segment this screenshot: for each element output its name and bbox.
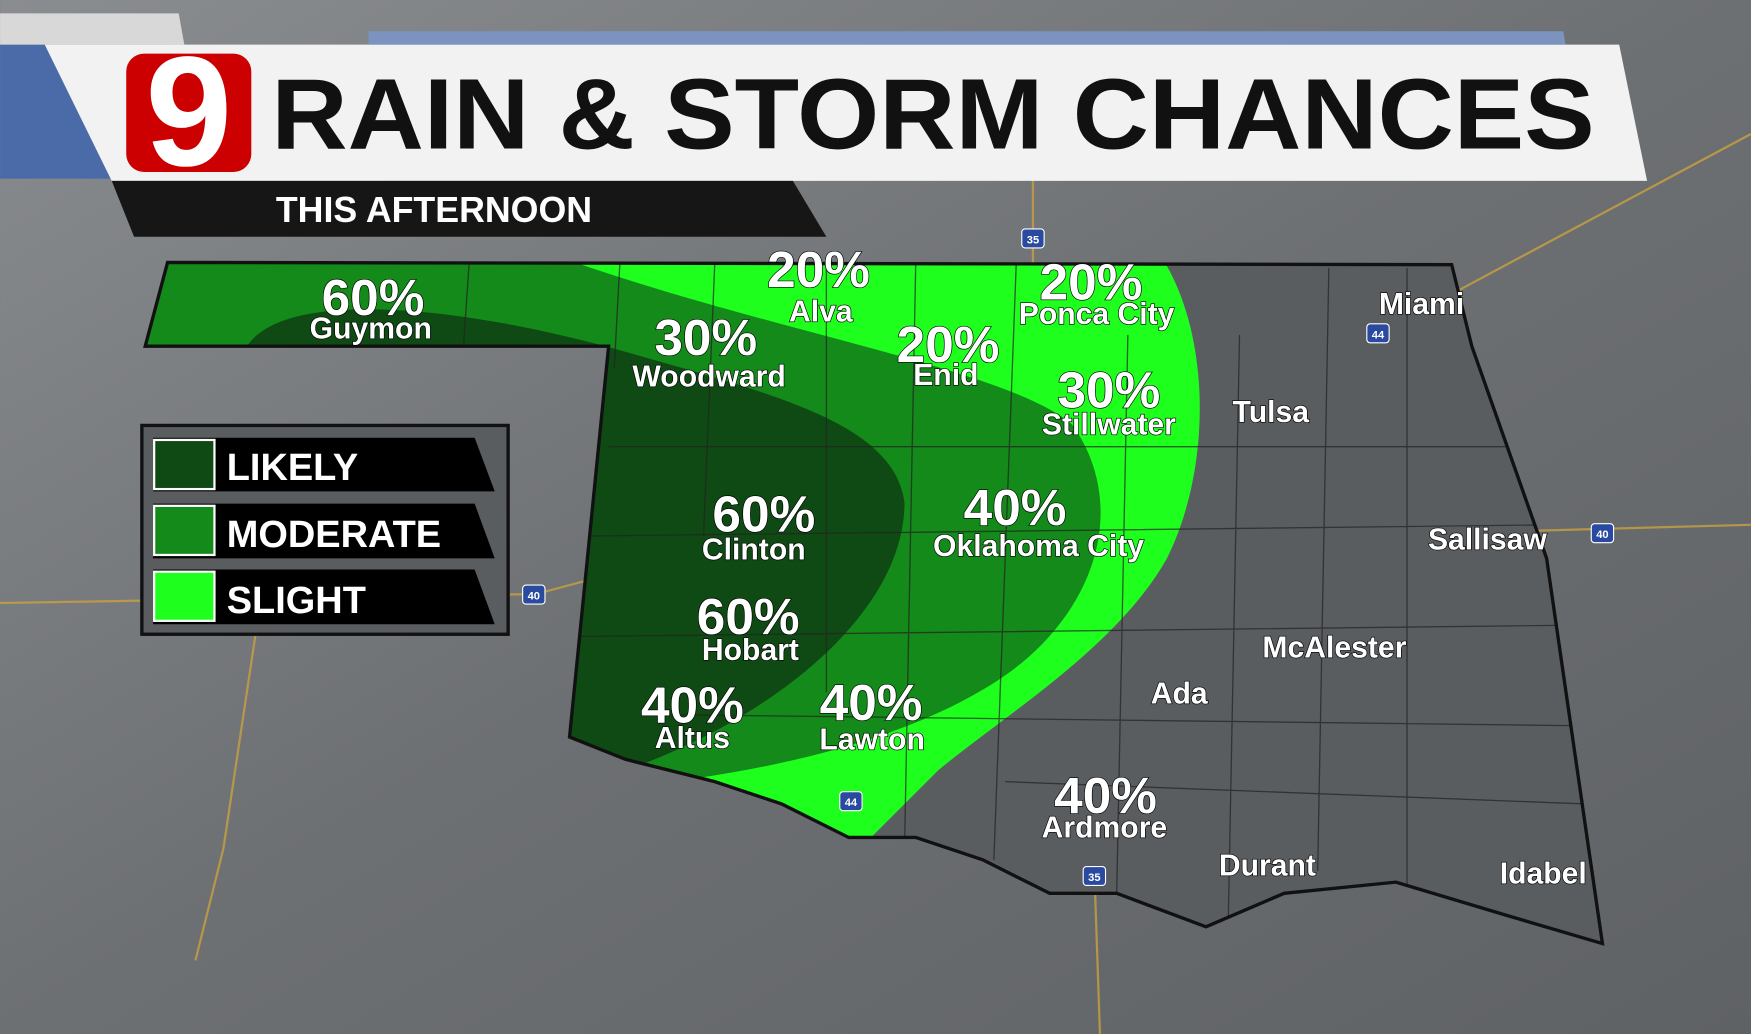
- city-alva: 20%Alva: [766, 240, 870, 329]
- page-title: RAIN & STORM CHANCES: [271, 59, 1594, 171]
- svg-text:40%: 40%: [641, 676, 744, 733]
- city-tulsa: Tulsa: [1233, 396, 1310, 429]
- city-hobart: 60%Hobart: [696, 588, 800, 668]
- svg-text:Ardmore: Ardmore: [1042, 811, 1168, 844]
- city-ada: Ada: [1151, 677, 1208, 710]
- svg-text:Hobart: Hobart: [702, 634, 799, 667]
- channel-9-logo: 9: [126, 24, 252, 199]
- svg-text:Guymon: Guymon: [310, 312, 432, 345]
- city-durant: Durant: [1219, 849, 1316, 882]
- svg-text:Enid: Enid: [913, 359, 978, 392]
- interstate-shield: 35: [1082, 865, 1107, 887]
- svg-text:20%: 20%: [767, 241, 870, 298]
- city-labels: Miami Tulsa Sallisaw McAlester Ada Duran…: [1150, 287, 1587, 891]
- interstate-shield: 40: [522, 584, 546, 605]
- svg-text:40: 40: [528, 591, 540, 603]
- legend-item-moderate: MODERATE: [153, 503, 495, 559]
- svg-text:40%: 40%: [964, 479, 1067, 536]
- city-clinton: 60%Clinton: [701, 485, 816, 567]
- svg-text:35: 35: [1088, 872, 1100, 884]
- svg-text:35: 35: [1027, 234, 1039, 246]
- city-woodward: 30%Woodward: [632, 308, 787, 394]
- interstate-shield: 35: [1021, 228, 1045, 249]
- svg-text:30%: 30%: [654, 309, 757, 366]
- svg-text:60%: 60%: [712, 486, 815, 543]
- svg-text:44: 44: [1372, 329, 1385, 341]
- svg-text:40%: 40%: [1054, 767, 1157, 824]
- city-ardmore: 40%Ardmore: [1041, 766, 1168, 845]
- svg-text:60%: 60%: [322, 269, 425, 326]
- state-border: [143, 260, 1605, 946]
- city-enid: 20%Enid: [896, 315, 1000, 393]
- svg-text:20%: 20%: [1040, 253, 1143, 310]
- city-idabel: Idabel: [1500, 857, 1587, 890]
- svg-text:Alva: Alva: [789, 296, 853, 329]
- svg-text:Oklahoma City: Oklahoma City: [933, 530, 1144, 563]
- city-sallisaw: Sallisaw: [1428, 523, 1547, 556]
- subtitle: THIS AFTERNOON: [276, 190, 592, 230]
- interstate-shield: 44: [1366, 323, 1390, 344]
- city-guymon: 60%Guymon: [309, 268, 433, 346]
- city-altus: 40%Altus: [640, 676, 744, 756]
- legend-item-slight: SLIGHT: [153, 569, 495, 625]
- legend: LIKELY MODERATE SLIGHT: [140, 423, 510, 636]
- svg-text:20%: 20%: [897, 316, 1000, 373]
- svg-text:9: 9: [145, 24, 232, 199]
- city-stillwater: 30%Stillwater: [1041, 361, 1177, 442]
- city-miami: Miami: [1379, 288, 1464, 321]
- header-banner: 9 RAIN & STORM CHANCES THIS AFTERNOON: [0, 13, 1648, 237]
- county-lines: [462, 264, 1586, 916]
- city-chance-labels: 60%Guymon 20%Alva 30%Woodward 20%Enid 20…: [309, 240, 1177, 845]
- interstate-shield: 44: [839, 791, 863, 812]
- city-ponca-city: 20%Ponca City: [1018, 253, 1175, 332]
- interstate-shields: 35 44 40 44 40 35: [522, 228, 1615, 887]
- svg-text:SLIGHT: SLIGHT: [227, 580, 366, 622]
- svg-text:44: 44: [845, 797, 858, 809]
- interstate-shield: 40: [1590, 523, 1615, 544]
- svg-text:60%: 60%: [697, 588, 800, 645]
- city-lawton: 40%Lawton: [819, 674, 926, 757]
- city-mcalester: McAlester: [1262, 632, 1406, 665]
- svg-text:Clinton: Clinton: [702, 533, 806, 566]
- svg-text:Lawton: Lawton: [819, 723, 924, 756]
- svg-text:Woodward: Woodward: [632, 360, 785, 393]
- svg-text:MODERATE: MODERATE: [227, 514, 441, 556]
- svg-text:LIKELY: LIKELY: [227, 447, 358, 489]
- svg-text:40%: 40%: [820, 674, 923, 731]
- legend-item-likely: LIKELY: [153, 437, 495, 492]
- svg-text:Stillwater: Stillwater: [1042, 408, 1176, 441]
- svg-text:Altus: Altus: [655, 722, 730, 755]
- svg-text:Ponca City: Ponca City: [1019, 298, 1175, 331]
- svg-text:30%: 30%: [1057, 362, 1160, 419]
- city-oklahoma-city: 40%Oklahoma City: [932, 478, 1145, 564]
- svg-text:40: 40: [1596, 529, 1608, 541]
